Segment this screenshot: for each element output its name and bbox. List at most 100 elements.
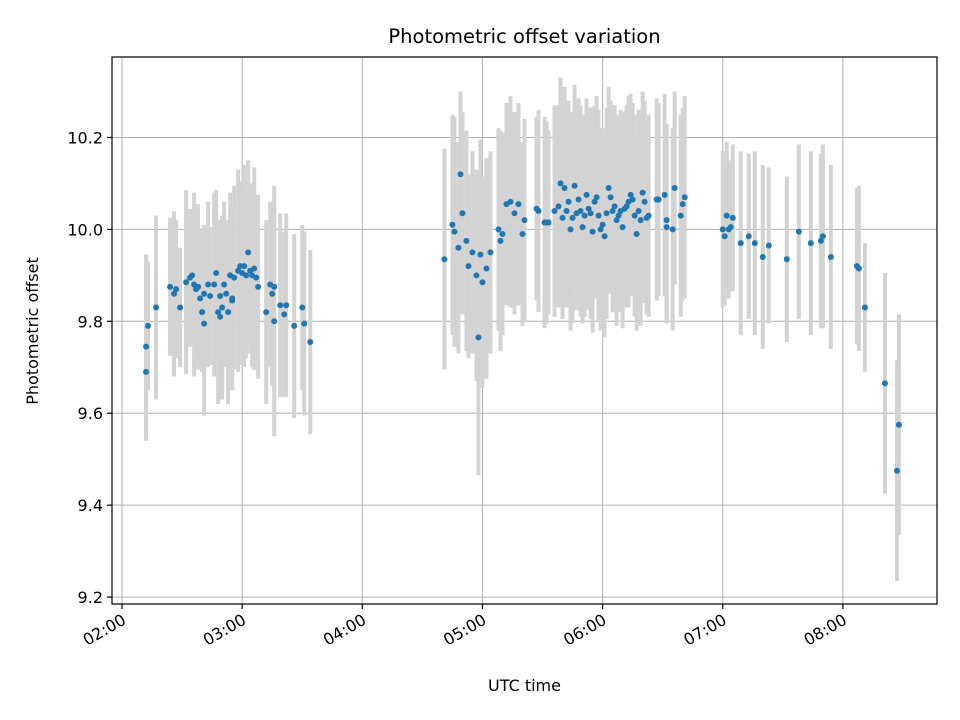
data-point <box>441 256 448 263</box>
y-tick-label: 10.0 <box>67 220 103 239</box>
data-point <box>475 334 482 341</box>
data-point <box>729 214 736 221</box>
x-axis-label: UTC time <box>488 676 561 695</box>
data-point <box>661 191 668 198</box>
data-point <box>215 309 222 316</box>
y-axis-label: Photometric offset <box>23 257 42 405</box>
data-point <box>819 233 826 240</box>
data-point <box>277 302 284 309</box>
data-point <box>535 207 542 214</box>
data-point <box>583 191 590 198</box>
data-point <box>727 224 734 231</box>
data-point <box>199 309 206 316</box>
data-point <box>301 320 308 327</box>
data-point <box>243 272 250 279</box>
data-point <box>201 290 208 297</box>
y-tick-label: 9.6 <box>78 404 103 423</box>
data-point <box>183 279 190 286</box>
data-point <box>455 244 462 251</box>
data-points <box>143 171 902 474</box>
y-axis: 9.2 9.4 9.6 9.8 10.0 10.2 <box>67 128 112 607</box>
data-point <box>511 210 518 217</box>
data-point <box>457 171 464 178</box>
data-point <box>577 207 584 214</box>
data-point <box>241 263 248 270</box>
data-point <box>677 212 684 219</box>
data-point <box>635 207 642 214</box>
data-point <box>581 212 588 219</box>
data-point <box>231 274 238 281</box>
data-point <box>207 293 214 300</box>
data-point <box>225 309 232 316</box>
data-point <box>599 221 606 228</box>
data-point <box>723 212 730 219</box>
data-point <box>263 309 270 316</box>
data-point <box>619 224 626 231</box>
data-point <box>893 467 900 474</box>
data-point <box>597 226 604 233</box>
data-point <box>217 293 224 300</box>
data-point <box>807 240 814 247</box>
data-point <box>479 279 486 286</box>
data-point <box>551 207 558 214</box>
data-point <box>605 185 612 192</box>
data-point <box>571 182 578 189</box>
data-point <box>679 201 686 208</box>
data-point <box>469 249 476 256</box>
data-point <box>595 212 602 219</box>
data-point <box>223 290 230 297</box>
data-point <box>575 196 582 203</box>
data-point <box>143 368 150 375</box>
data-point <box>253 274 260 281</box>
data-point <box>271 318 278 325</box>
data-point <box>299 304 306 311</box>
data-point <box>477 251 484 258</box>
data-point <box>519 230 526 237</box>
data-point <box>269 290 276 297</box>
data-point <box>745 233 752 240</box>
data-point <box>171 290 178 297</box>
data-point <box>213 270 220 277</box>
data-point <box>611 203 618 210</box>
data-point <box>569 214 576 221</box>
data-point <box>177 304 184 311</box>
data-point <box>245 249 252 256</box>
data-point <box>671 185 678 192</box>
data-point <box>561 185 568 192</box>
data-point <box>563 207 570 214</box>
data-point <box>189 272 196 279</box>
data-point <box>451 228 458 235</box>
data-point <box>719 226 726 233</box>
data-point <box>465 263 472 270</box>
chart-title: Photometric offset variation <box>388 25 660 48</box>
data-point <box>567 226 574 233</box>
data-point <box>201 320 208 327</box>
data-point <box>655 196 662 203</box>
data-point <box>639 189 646 196</box>
data-point <box>593 194 600 201</box>
data-point <box>587 210 594 217</box>
data-point <box>681 194 688 201</box>
data-point <box>629 196 636 203</box>
data-point <box>229 297 236 304</box>
data-point <box>495 226 502 233</box>
data-point <box>195 283 202 290</box>
data-point <box>197 295 204 302</box>
data-point <box>307 338 314 345</box>
data-point <box>143 343 150 350</box>
data-point <box>795 228 802 235</box>
data-point <box>637 217 644 224</box>
data-point <box>663 224 670 231</box>
data-point <box>603 210 610 217</box>
data-point <box>827 253 834 260</box>
data-point <box>633 230 640 237</box>
data-point <box>145 322 152 329</box>
data-point <box>173 286 180 293</box>
data-point <box>473 272 480 279</box>
data-point <box>585 205 592 212</box>
data-point <box>559 214 566 221</box>
data-point <box>765 242 772 249</box>
data-point <box>281 311 288 318</box>
y-tick-label: 9.2 <box>78 588 103 607</box>
